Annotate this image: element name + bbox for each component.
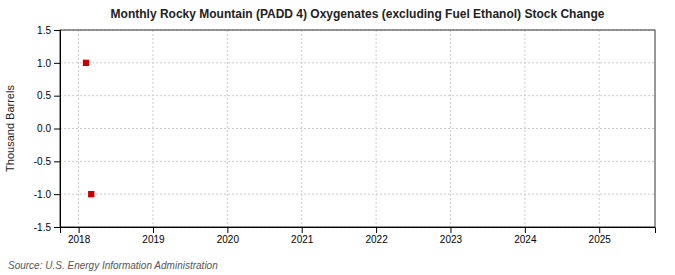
x-tick: 2020 <box>217 227 240 245</box>
y-tick-mark <box>54 30 60 31</box>
point <box>83 60 89 66</box>
x-tick: 2018 <box>68 227 91 245</box>
x-tick: 2019 <box>142 227 165 245</box>
x-tick-label: 2021 <box>291 234 314 245</box>
chart: 2018 2019 2020 2021 2022 2023 2024 2025 -1.5 -1.0… <box>0 0 675 275</box>
y-tick-label: 1.0 <box>37 58 51 69</box>
y-tick-label: 0.0 <box>37 123 51 134</box>
grid-line-x <box>78 30 79 227</box>
x-tick-mark <box>153 227 154 233</box>
y-tick: -0.5 <box>34 156 60 167</box>
x-tick-label: 2024 <box>514 234 537 245</box>
y-tick: 1.0 <box>37 58 60 69</box>
point <box>88 191 94 197</box>
x-tick: 2024 <box>514 227 537 245</box>
x-tick-mark <box>525 227 526 233</box>
x-tick-label: 2022 <box>365 234 388 245</box>
y-axis-line <box>54 31 61 228</box>
x-tick-label: 2019 <box>142 234 165 245</box>
y-tick: -1.5 <box>34 222 60 233</box>
x-tick: 2025 <box>589 227 612 245</box>
x-tick-label: 2020 <box>217 234 240 245</box>
y-tick-mark <box>54 161 60 162</box>
y-tick-label: -1.5 <box>34 222 52 233</box>
y-tick-mark <box>54 227 60 228</box>
annotation: Source: U.S. Energy Information Administ… <box>8 260 218 271</box>
x-tick-label: 2025 <box>589 234 612 245</box>
y-tick-label: 0.5 <box>37 90 51 101</box>
x-tick-label: 2023 <box>440 234 463 245</box>
y-tick: 1.5 <box>37 25 60 36</box>
grid-line-y <box>60 62 655 63</box>
x-tick-mark <box>79 227 80 233</box>
x-tick-mark <box>376 227 377 233</box>
plot-frame <box>60 30 655 227</box>
y-tick-label: 1.5 <box>37 25 51 36</box>
y-tick-mark <box>54 63 60 64</box>
x-tick-label: 2018 <box>68 234 91 245</box>
grid-line-y <box>60 95 655 96</box>
x-axis: 2018 2019 2020 2021 2022 2023 2024 2025 <box>61 227 656 245</box>
x-tick-mark <box>227 227 228 233</box>
y-axis-title: Thousand Barrels <box>4 85 16 172</box>
grid-line-x <box>450 30 451 227</box>
x-axis-line <box>61 228 656 234</box>
x-tick-mark <box>302 227 303 233</box>
x-tick: 2022 <box>365 227 388 245</box>
grid <box>60 30 655 227</box>
title: Monthly Rocky Mountain (PADD 4) Oxygenat… <box>111 7 605 21</box>
grid-line-x <box>227 30 228 227</box>
points <box>83 60 95 198</box>
x-tick: 2021 <box>291 227 314 245</box>
plot: 2018 2019 2020 2021 2022 2023 2024 2025 -1.5 -1.0… <box>34 25 656 245</box>
grid-line-y <box>60 161 655 162</box>
x-tick-mark <box>450 227 451 233</box>
y-tick: 0.0 <box>37 123 60 134</box>
y-tick-label: -1.0 <box>34 189 52 200</box>
y-tick-label: -0.5 <box>34 156 52 167</box>
x-tick: 2023 <box>440 227 463 245</box>
grid-line-x <box>599 30 600 227</box>
y-tick-mark <box>54 96 60 97</box>
y-tick-mark <box>54 129 60 130</box>
y-tick: -1.0 <box>34 189 60 200</box>
grid-line-y <box>60 194 655 195</box>
y-tick: 0.5 <box>37 90 60 101</box>
grid-line-y <box>60 128 655 129</box>
y-tick-mark <box>54 194 60 195</box>
x-tick-mark <box>599 227 600 233</box>
y-axis: -1.5 -1.0 -0.5 0.0 0.5 1.0 1.5 <box>34 25 61 233</box>
